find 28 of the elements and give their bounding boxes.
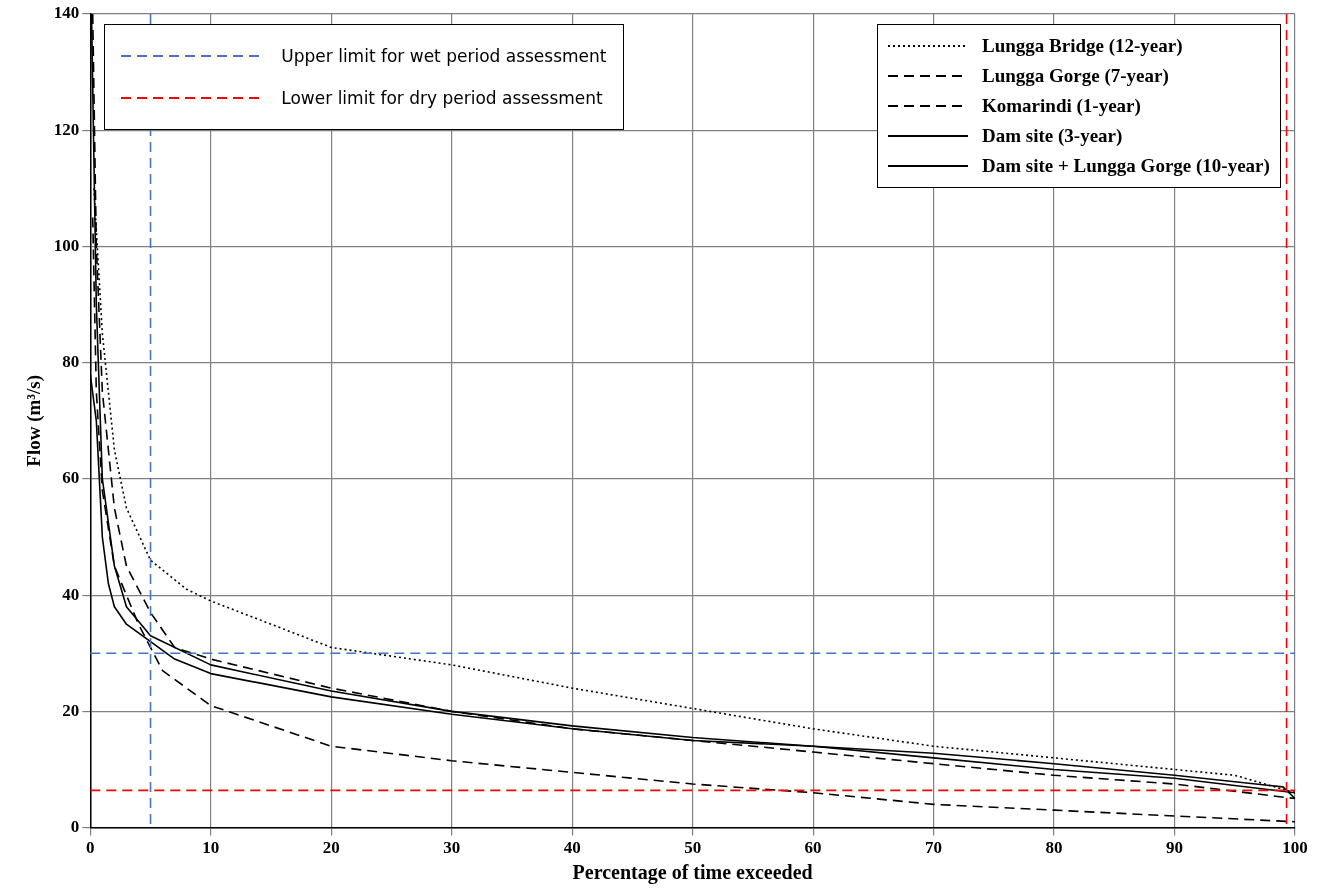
legend-label: Dam site + Lungga Gorge (10-year) [982,155,1270,177]
x-tick-label: 100 [1282,838,1308,858]
legend-label: Komarindi (1-year) [982,95,1141,117]
legend-label: Dam site (3-year) [982,125,1123,147]
y-tick-label: 60 [62,468,80,488]
x-tick-label: 60 [804,838,822,858]
y-tick-label: 100 [53,235,80,255]
x-tick-label: 50 [684,838,702,858]
x-tick-label: 30 [443,838,461,858]
x-tick-label: 10 [202,838,220,858]
x-axis-title: Percentage of time exceeded [572,861,813,885]
legend-label: Upper limit for wet period assessment [281,46,607,66]
y-tick-label: 80 [62,352,80,372]
x-tick-label: 40 [563,838,581,858]
y-tick-label: 140 [53,3,80,23]
y-axis-title: Flow (m³/s) [23,374,46,467]
x-tick-label: 0 [86,838,95,858]
x-tick-label: 80 [1045,838,1063,858]
y-tick-label: 120 [53,119,80,139]
legend-label: Lungga Gorge (7-year) [982,65,1169,87]
y-tick-label: 20 [62,700,80,720]
legend-label: Lungga Bridge (12-year) [982,35,1183,57]
y-tick-label: 40 [62,584,80,604]
x-tick-label: 20 [322,838,340,858]
x-tick-label: 90 [1166,838,1184,858]
legend-label: Lower limit for dry period assessment [281,88,603,108]
x-tick-label: 70 [925,838,943,858]
y-tick-label: 0 [70,816,80,836]
